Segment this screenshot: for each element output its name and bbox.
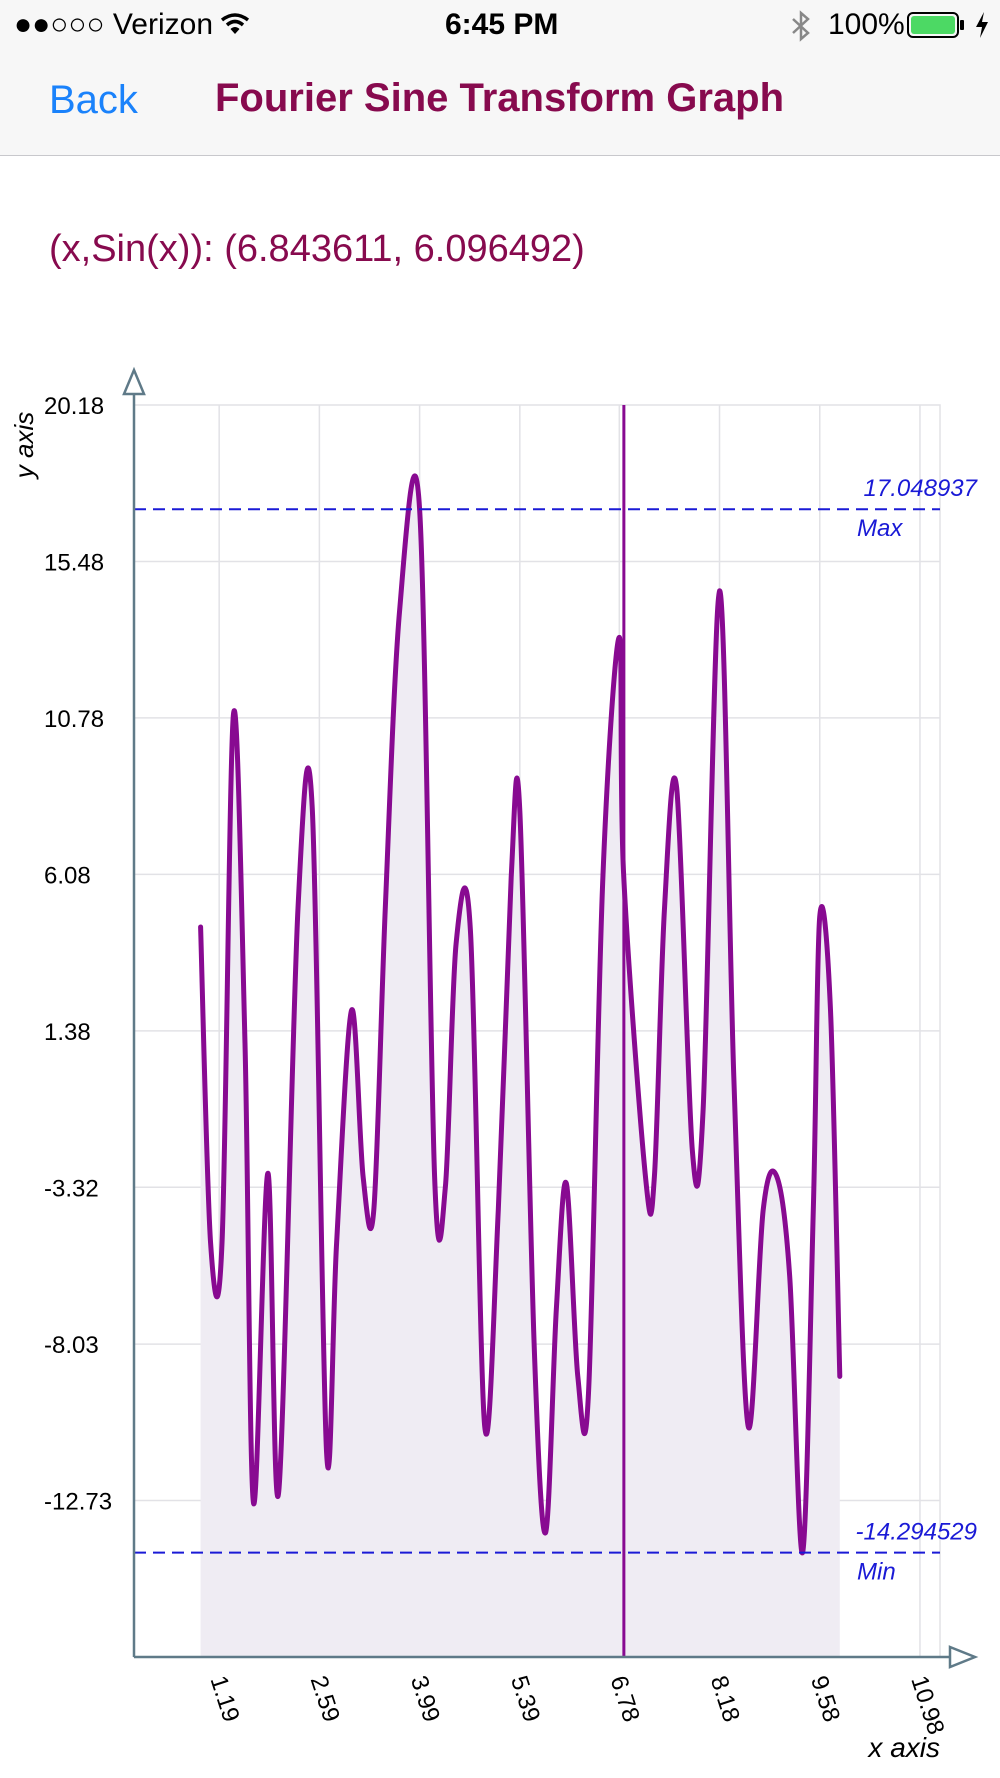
series-line[interactable] [198, 473, 843, 1556]
coordinate-readout: (x,Sin(x)): (6.843611, 6.096492) [49, 228, 585, 270]
y-tick-label: 1.38 [44, 1019, 91, 1046]
min-value-label: -14.294529 [856, 1519, 977, 1546]
max-value-label: 17.048937 [864, 475, 979, 502]
status-bar: ●●○○○ Verizon 6:45 PM 100% [0, 0, 1000, 52]
y-tick-label: -3.32 [44, 1175, 99, 1202]
y-axis-arrow-icon [122, 366, 146, 396]
wifi-icon [220, 13, 250, 34]
max-label: Max [857, 515, 903, 542]
min-label: Min [857, 1559, 896, 1586]
y-tick-label: 15.48 [44, 549, 104, 576]
y-tick-label: -8.03 [44, 1332, 99, 1359]
charging-bolt-icon [976, 12, 988, 38]
x-axis-arrow-icon [948, 1645, 979, 1669]
battery-percent-label: 100% [828, 8, 905, 41]
x-tick-label: 3.99 [405, 1673, 445, 1726]
page-title: Fourier Sine Transform Graph [215, 76, 785, 120]
x-tick-label: 5.39 [505, 1673, 545, 1726]
x-tick-label: 6.78 [605, 1673, 645, 1726]
y-axis-title: y axis [9, 412, 39, 480]
battery-icon [907, 12, 964, 38]
x-tick-label: 1.19 [204, 1673, 244, 1726]
x-tick-label: 9.58 [805, 1673, 845, 1726]
x-axis-title: x axis [866, 1732, 940, 1763]
x-tick-label: 10.98 [905, 1673, 949, 1738]
area-fill [200, 475, 840, 1657]
y-tick-label: 10.78 [44, 706, 104, 733]
x-tick-label: 2.59 [305, 1673, 345, 1726]
clock-label: 6:45 PM [445, 8, 559, 41]
y-tick-label: 20.18 [44, 393, 104, 420]
y-tick-label: 6.08 [44, 862, 91, 889]
carrier-label: ●●○○○ Verizon [14, 8, 213, 41]
navigation-bar: Back Fourier Sine Transform Graph [0, 52, 1000, 156]
fourier-sine-chart[interactable]: 17.048937 Max -14.294529 Min 20.18 15.48 10.78… [0, 360, 1000, 1778]
bluetooth-icon [792, 10, 810, 42]
back-button[interactable]: Back [49, 78, 138, 122]
y-tick-label: -12.73 [44, 1489, 112, 1516]
x-tick-label: 8.18 [705, 1673, 745, 1726]
